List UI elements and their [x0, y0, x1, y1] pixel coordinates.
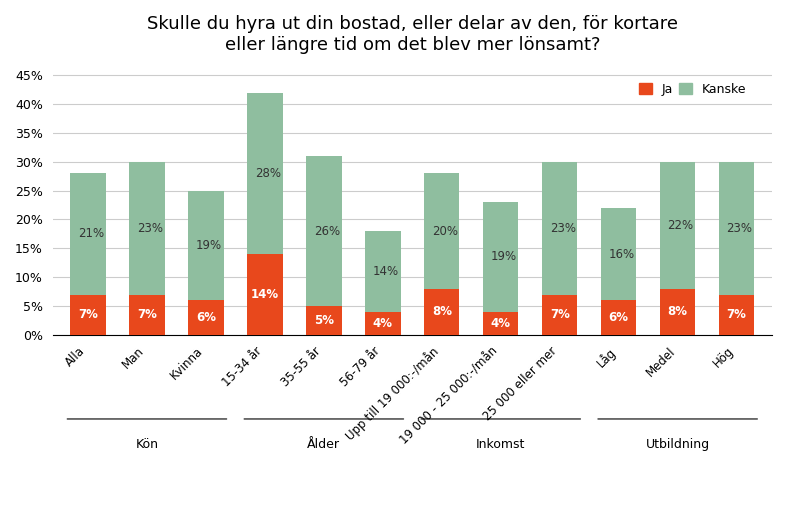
Bar	[542, 294, 578, 335]
Text: 23%: 23%	[137, 222, 163, 234]
Title: Skulle du hyra ut din bostad, eller delar av den, för kortare
eller längre tid o: Skulle du hyra ut din bostad, eller dela…	[147, 15, 678, 54]
Text: 7%: 7%	[550, 308, 570, 321]
Bar	[660, 289, 696, 335]
Text: 14%: 14%	[251, 288, 279, 301]
Bar	[306, 306, 342, 335]
Bar	[365, 312, 401, 335]
Text: 19%: 19%	[490, 250, 517, 264]
Text: 16%: 16%	[608, 248, 634, 261]
Text: 7%: 7%	[137, 308, 157, 321]
Bar	[365, 231, 401, 312]
Bar	[129, 294, 164, 335]
Text: Utbildning: Utbildning	[645, 438, 710, 451]
Bar	[424, 173, 460, 289]
Text: 23%: 23%	[726, 222, 752, 234]
Bar	[601, 300, 637, 335]
Text: 19%: 19%	[196, 239, 222, 252]
Text: 8%: 8%	[667, 305, 688, 318]
Bar	[542, 162, 578, 294]
Bar	[483, 312, 519, 335]
Text: 14%: 14%	[373, 265, 399, 278]
Bar	[70, 173, 105, 294]
Bar	[483, 202, 519, 312]
Text: 4%: 4%	[373, 317, 393, 330]
Text: 5%: 5%	[314, 314, 334, 327]
Text: 26%: 26%	[314, 225, 340, 238]
Bar	[660, 162, 696, 289]
Text: 21%: 21%	[78, 227, 104, 241]
Bar	[188, 191, 224, 300]
Text: 28%: 28%	[255, 167, 281, 180]
Text: 23%: 23%	[549, 222, 575, 234]
Text: 8%: 8%	[432, 305, 452, 318]
Text: 20%: 20%	[432, 225, 458, 238]
Legend: Ja, Kanske: Ja, Kanske	[634, 78, 752, 101]
Text: 22%: 22%	[667, 219, 693, 232]
Text: 6%: 6%	[608, 311, 629, 324]
Text: Inkomst: Inkomst	[476, 438, 526, 451]
Text: 6%: 6%	[196, 311, 216, 324]
Bar	[424, 289, 460, 335]
Text: 4%: 4%	[491, 317, 511, 330]
Bar	[719, 294, 754, 335]
Bar	[247, 92, 283, 254]
Bar	[129, 162, 164, 294]
Bar	[188, 300, 224, 335]
Bar	[601, 208, 637, 300]
Text: Ålder: Ålder	[308, 438, 340, 451]
Bar	[719, 162, 754, 294]
Text: Kön: Kön	[135, 438, 158, 451]
Bar	[247, 254, 283, 335]
Bar	[70, 294, 105, 335]
Bar	[306, 156, 342, 306]
Text: 7%: 7%	[78, 308, 98, 321]
Text: 7%: 7%	[726, 308, 747, 321]
